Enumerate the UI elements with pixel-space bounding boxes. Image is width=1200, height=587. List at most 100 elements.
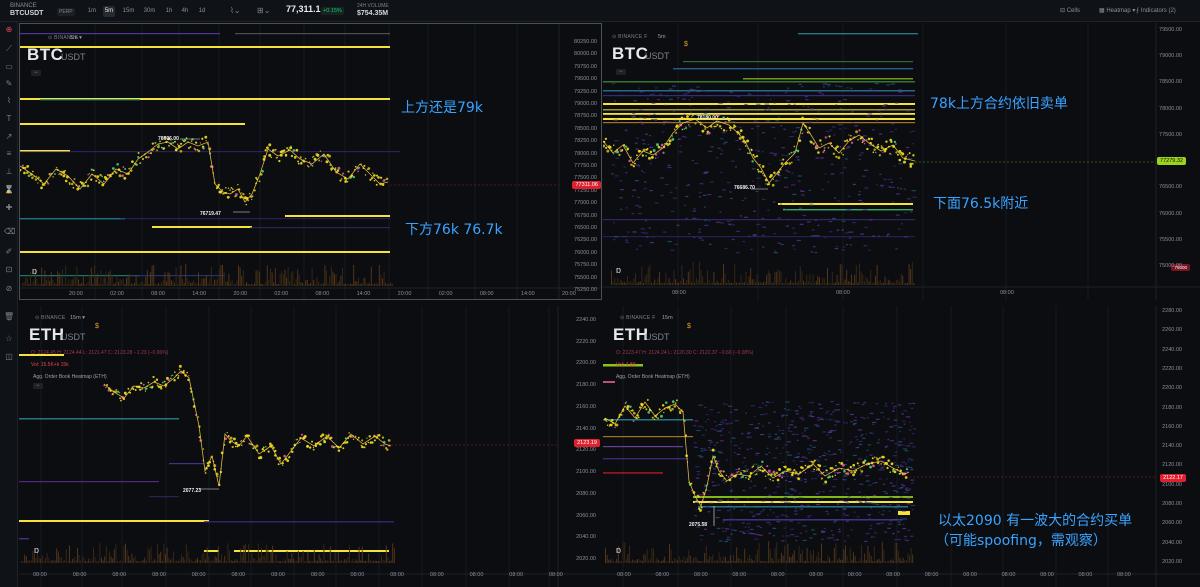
heatmap-cell <box>824 459 828 461</box>
text-icon[interactable]: T <box>6 114 12 123</box>
timeframe-chip[interactable]: 15m <box>662 315 673 321</box>
collapse-button[interactable]: − <box>31 70 41 76</box>
heatmap-cell <box>743 457 746 459</box>
price-axis[interactable]: 2280.00 2260.00 2240.00 2220.00 2200.00 2180.… <box>1144 306 1188 587</box>
cross-icon[interactable]: ✚ <box>5 203 13 212</box>
eth-spot-chart-canvas[interactable] <box>19 306 602 587</box>
volume-bar <box>737 282 739 285</box>
heatmap-cell <box>816 499 820 501</box>
trade-dot <box>189 145 192 148</box>
timeframe-4h[interactable]: 4h <box>181 8 189 14</box>
price-axis[interactable]: 80250.00 80000.00 79750.00 79500.00 79250.00… <box>559 24 601 299</box>
heatmap-cell <box>780 514 785 516</box>
btc-futures-chart-panel[interactable]: ⊙ BINANCE F 5m $ BTC USDT − 78180.00 766… <box>603 23 1200 300</box>
heatmap-cell <box>710 441 713 443</box>
collapse-button[interactable]: − <box>616 69 626 75</box>
volume-bar <box>734 560 736 563</box>
trend-line-icon[interactable]: ⟋ <box>6 44 12 53</box>
timeframe-chip[interactable]: 5m ▾ <box>70 35 82 41</box>
cells-button[interactable]: ⊟ Cells <box>1060 8 1081 14</box>
heatmap-cell <box>911 446 916 448</box>
layers-icon[interactable]: ◫ <box>5 352 13 361</box>
indicators-button[interactable]: ⨍ Indicators (2) <box>1136 8 1176 14</box>
heatmap-overlay-label[interactable]: Agg. Order Book Heatmap (ETH) <box>33 374 107 380</box>
heatmap-cell <box>695 477 700 479</box>
timeframe-chip[interactable]: 15m ▾ <box>70 315 85 321</box>
price-axis[interactable]: 2240.00 2220.00 2200.00 2180.00 2160.00 2140.… <box>558 306 602 587</box>
volume-bar <box>165 554 166 563</box>
timeframe-30m[interactable]: 30m <box>143 8 156 14</box>
heatmap-overlay-label[interactable]: Agg. Order Book Heatmap (ETH) <box>616 374 690 380</box>
heatmap-cell <box>691 159 694 162</box>
lock-icon[interactable]: ⊡ <box>5 265 13 274</box>
volume-bar <box>137 283 139 286</box>
forecast-icon[interactable]: ⌛ <box>4 185 14 194</box>
liquidity-band <box>20 46 390 48</box>
volume-bar <box>139 560 141 563</box>
timeframe-5m[interactable]: 5m <box>103 6 115 17</box>
timeframe-chip[interactable]: 5m <box>658 34 666 40</box>
layout-icon[interactable]: ⊞⌄ <box>257 6 271 15</box>
hide-icon[interactable]: ⊘ <box>5 284 13 293</box>
trade-dot <box>630 156 632 159</box>
measure-icon[interactable]: ⊥ <box>5 167 13 176</box>
eth-futures-chart-panel[interactable]: ⊙ BINANCE F 15m $ ETH USDT O: 2123.47 H:… <box>603 306 1200 587</box>
chart-type-icon[interactable]: ⌇⌄ <box>230 6 241 15</box>
eraser-icon[interactable]: ⌫ <box>4 227 16 236</box>
heatmap-cell <box>841 229 844 231</box>
volume-bar <box>820 282 822 285</box>
volume-bar <box>207 283 209 286</box>
price-axis[interactable]: 79500.00 79000.00 78500.00 78000.00 77500.00… <box>1144 23 1188 300</box>
volume-bar <box>164 272 166 286</box>
trade-dot <box>170 375 173 377</box>
trade-dot <box>911 162 914 165</box>
pencil-icon[interactable]: ✐ <box>5 247 13 256</box>
btc-futures-chart-canvas[interactable] <box>603 23 1200 300</box>
volume-bar <box>336 560 338 563</box>
volume-bar <box>905 560 907 563</box>
heatmap-cell <box>759 185 761 187</box>
trade-dot <box>835 155 838 158</box>
trade-dot <box>204 135 208 139</box>
trash-icon[interactable]: 🗑 <box>4 312 15 321</box>
heatmap-cell <box>730 490 733 492</box>
heatmap-cell <box>837 420 841 422</box>
btc-spot-chart-canvas[interactable] <box>20 24 602 300</box>
volume-bar <box>711 282 713 285</box>
brush-icon[interactable]: ✎ <box>5 79 13 88</box>
btc-spot-chart-panel[interactable]: ⊙ BINANCE 5m ▾ BTC USDT − 78606.00 76719… <box>19 23 602 300</box>
heatmap-dropdown[interactable]: ▦ Heatmap ▾ <box>1099 8 1136 14</box>
volume-bar <box>191 282 193 286</box>
heatmap-cell <box>780 500 784 502</box>
trade-dot <box>798 139 802 142</box>
timeframe-1h[interactable]: 1h <box>165 8 173 14</box>
heatmap-cell <box>834 520 837 522</box>
star-icon[interactable]: ☆ <box>5 334 13 343</box>
trade-dot <box>773 171 776 174</box>
heatmap-cell <box>701 434 705 436</box>
timeframe-15m[interactable]: 15m <box>122 8 135 14</box>
trade-dot <box>297 160 300 163</box>
rectangle-icon[interactable]: ▭ <box>5 62 13 71</box>
symbol-selector[interactable]: BINANCE BTCUSDT <box>10 3 43 17</box>
heatmap-cell <box>801 432 804 434</box>
trade-dot <box>831 467 834 470</box>
eth-spot-chart-panel[interactable]: ⊙ BINANCE 15m ▾ $ ETH USDT O: 2124.45 H:… <box>19 306 602 587</box>
volume-bar <box>128 555 130 563</box>
low-label: 76719.47 <box>200 211 221 217</box>
fib-icon[interactable]: ≡ <box>6 149 12 158</box>
heatmap-cell <box>785 479 787 482</box>
trade-dot <box>319 150 322 152</box>
crosshair-icon[interactable]: ⊕ <box>5 25 13 34</box>
trade-dot <box>178 368 181 371</box>
heatmap-cell <box>694 515 697 517</box>
trade-dot <box>217 183 220 186</box>
pattern-icon[interactable]: ⌇ <box>7 96 11 105</box>
eth-futures-chart-canvas[interactable] <box>603 306 1200 587</box>
timeframe-1m[interactable]: 1m <box>87 8 97 14</box>
timeframe-1d[interactable]: 1d <box>198 8 206 14</box>
trade-dot <box>296 438 299 440</box>
volume-bar <box>696 558 698 563</box>
arrow-icon[interactable]: ↗ <box>5 132 13 141</box>
collapse-button[interactable]: − <box>33 383 43 389</box>
